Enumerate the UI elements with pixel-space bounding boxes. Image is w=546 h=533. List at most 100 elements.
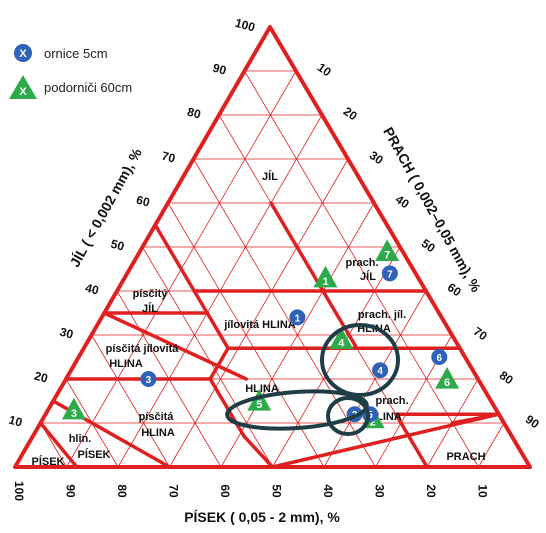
blue-circle-icon: X <box>8 38 38 68</box>
class-boundary <box>208 346 230 381</box>
circle-point <box>289 309 306 326</box>
circle-point <box>381 265 398 282</box>
highlight-ellipses <box>225 323 400 436</box>
grid-line <box>193 158 376 468</box>
silt-tick-label: 30 <box>367 148 386 167</box>
region-label-prach-jil-hlina: prach. jíl. <box>358 309 406 321</box>
sand-tick-label: 20 <box>424 484 438 498</box>
highlight-ellipse <box>320 323 400 397</box>
class-boundary <box>102 311 248 381</box>
triangle-border <box>13 25 532 469</box>
region-label-prach-jil-2: JÍL <box>360 270 376 283</box>
silt-tick-label: 80 <box>497 368 516 387</box>
class-boundary <box>242 434 275 469</box>
triangle-point <box>61 397 86 420</box>
clay-tick-label: 50 <box>109 237 126 254</box>
triangle-point-label: 7 <box>384 249 390 261</box>
sand-tick-label: 50 <box>270 484 284 498</box>
grid-line <box>220 202 375 468</box>
grid-line <box>91 334 170 468</box>
legend-item-subsoil: X podorniči 60cm <box>8 70 132 104</box>
clay-tick-label: 70 <box>160 149 177 166</box>
grid-line <box>323 290 427 468</box>
sand-axis-title: PÍSEK ( 0,05 - 2 mm), % <box>184 509 340 525</box>
sand-tick-label: 10 <box>476 484 490 498</box>
region-label-pisek: PÍSEK <box>31 455 64 468</box>
region-label-piscity-jil: písčitý <box>133 288 169 300</box>
triangle-point <box>375 239 400 261</box>
region-label-jil: JÍL <box>262 170 278 183</box>
triangle-point-label: 5 <box>256 399 262 411</box>
silt-tick-label: 10 <box>315 60 334 79</box>
highlight-ellipse <box>326 396 370 436</box>
sand-tick-label: 60 <box>218 484 232 498</box>
clay-axis-title: JÍL ( < 0,002 mm), % <box>66 145 145 270</box>
svg-text:X: X <box>19 48 27 60</box>
grid-line <box>244 70 479 468</box>
triangle-point-label: 4 <box>338 337 345 349</box>
grid-lines <box>40 70 505 468</box>
triangle-point-label: 2 <box>370 417 376 429</box>
region-label-piscita-hlina: písčitá <box>139 411 175 423</box>
region-label-prach: PRACH <box>446 451 485 463</box>
legend-item-topsoil: X ornice 5cm <box>8 36 132 70</box>
region-label-hlina: HLINA <box>245 383 279 395</box>
class-boundary <box>208 377 246 438</box>
class-boundary <box>153 223 209 315</box>
svg-text:X: X <box>19 86 27 98</box>
legend: X ornice 5cm X podorniči 60cm <box>8 36 132 104</box>
silt-tick-label: 60 <box>445 280 464 299</box>
grid-line <box>169 158 349 468</box>
highlight-ellipse <box>225 389 369 431</box>
region-label-piscita-jilovita-hlina-2: HLINA <box>109 358 143 370</box>
sand-tick-label: 40 <box>321 484 335 498</box>
class-boundary <box>269 201 325 293</box>
sand-tick-label: 100 <box>12 481 26 501</box>
circle-point <box>431 349 448 365</box>
grid-line <box>478 422 505 468</box>
region-label-prach-hlina: prach. <box>375 395 408 407</box>
green-triangle-icon: X <box>8 72 38 102</box>
legend-label-subsoil: podorniči 60cm <box>44 79 133 95</box>
class-boundary <box>38 421 79 469</box>
region-label-jilovita-hlina: jílovitá HLINA <box>223 319 296 331</box>
region-label-hlin-pisek-2: PÍSEK <box>77 448 110 461</box>
sand-tick-label: 30 <box>373 484 387 498</box>
clay-tick-label: 30 <box>58 325 75 342</box>
clay-tick-label: 40 <box>84 281 101 298</box>
grid-line <box>272 246 401 468</box>
clay-tick-label: 80 <box>186 105 203 122</box>
circle-point <box>140 371 157 387</box>
silt-tick-label: 50 <box>419 236 438 255</box>
triangle-point-label: 6 <box>444 377 450 389</box>
class-boundary <box>205 311 230 350</box>
circle-point-label: 1 <box>295 313 301 324</box>
triangle-point-label: 1 <box>322 276 328 288</box>
clay-tick-label: 60 <box>135 193 152 210</box>
silt-tick-label: 70 <box>471 324 490 343</box>
clay-tick-label: 20 <box>33 369 50 386</box>
circle-point-label: 7 <box>387 269 393 280</box>
region-label-piscity-jil-2: JÍL <box>142 302 158 315</box>
clay-tick-label: 90 <box>211 61 228 78</box>
region-label-hlin-pisek: hlin. <box>69 433 92 445</box>
region-label-piscita-hlina-2: HLINA <box>141 427 175 439</box>
clay-tick-label: 100 <box>234 16 257 35</box>
silt-tick-label: 40 <box>393 192 412 211</box>
circle-point-label: 5 <box>367 410 373 421</box>
silt-tick-label: 20 <box>341 104 360 123</box>
sand-tick-label: 70 <box>167 484 181 498</box>
sand-tick-label: 80 <box>115 484 129 498</box>
triangle-point <box>435 367 460 389</box>
legend-label-topsoil: ornice 5cm <box>44 45 108 61</box>
triangle-point-label: 3 <box>71 408 77 420</box>
circle-point-label: 4 <box>377 366 383 377</box>
grid-line <box>142 246 273 468</box>
triangle-point <box>329 327 354 349</box>
triangle-outline <box>13 25 532 469</box>
region-label-prach-jil: prach. <box>345 257 378 269</box>
triangle-point <box>313 265 338 288</box>
